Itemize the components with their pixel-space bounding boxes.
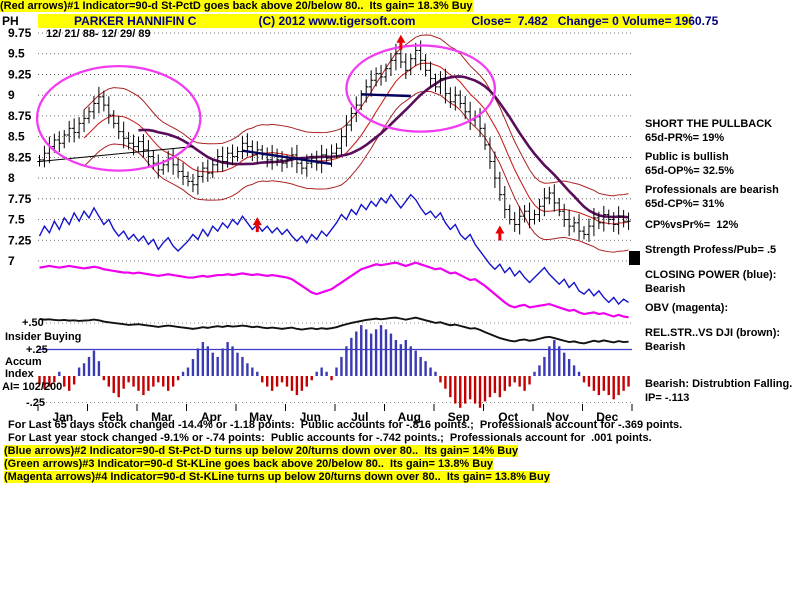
chart-end-marker <box>629 251 640 265</box>
analysis-line: Bearish <box>645 341 686 353</box>
copyright-text: (C) 2012 www.tigersoft.com <box>258 14 416 28</box>
y-axis-label: 8.5 <box>8 130 25 144</box>
analysis-line: Public is bullish <box>645 151 729 163</box>
month-label: Apr <box>201 410 222 424</box>
analysis-line: IP= -.113 <box>645 392 690 404</box>
analysis-line: 65d-CP%= 31% <box>645 198 725 210</box>
analysis-line: Strength Profess/Pub= .5 <box>645 244 777 256</box>
red-up-arrow <box>252 217 262 233</box>
analysis-line: CP%vsPr%= 12% <box>645 219 739 231</box>
analysis-line: SHORT THE PULLBACK <box>645 118 773 130</box>
y-axis-label: 7 <box>8 254 15 268</box>
y-axis-label: 7.5 <box>8 213 25 227</box>
y-axis-labels: 9.75 9.5 9.25 9 8.75 8.5 8.25 8 7.75 7.5 7.25 7 <box>8 26 32 268</box>
month-label: May <box>249 410 273 424</box>
y-axis-label: 9 <box>8 88 15 102</box>
footer-line-text: (Magenta arrows)#4 Indicator=90-d St-KLi… <box>4 471 550 483</box>
y-axis-label: 7.25 <box>8 233 32 247</box>
footer-annotations: For Last 65 days stock changed -14.4% or… <box>4 419 682 484</box>
month-label: Oct <box>498 410 518 424</box>
quote-summary: Close= 7.482 Change= 0 Volume= 1960.75 <box>471 14 719 28</box>
footer-line: (Green arrows)#3 Indicator=90-d St-KLine… <box>4 458 682 471</box>
analysis-line: CLOSING POWER (blue): <box>645 269 777 281</box>
month-label: Sep <box>448 410 470 424</box>
y-axis-label: 9.5 <box>8 47 25 61</box>
footer-line: (Blue arrows)#2 Indicator=90-d St-Pct-D … <box>4 445 682 458</box>
footer-line: For Last 65 days stock changed -14.4% or… <box>8 419 683 431</box>
analysis-line: Professionals are bearish <box>645 184 779 196</box>
y-axis-label: 9.75 <box>8 26 32 40</box>
y-axis-label: 8.25 <box>8 150 32 164</box>
closing-power-line <box>38 193 629 306</box>
annotation-ellipses <box>35 44 497 172</box>
month-label: Jun <box>300 410 321 424</box>
month-label: Jul <box>351 410 368 424</box>
accumulation-index-value: AI= 102/200 <box>2 381 63 393</box>
footer-line: For Last year stock changed -9.1% or -.7… <box>8 432 652 444</box>
footer-line: (Magenta arrows)#4 Indicator=90-d St-KLi… <box>4 471 682 484</box>
signal-ellipse <box>345 44 497 133</box>
red-buy-arrows <box>252 34 505 241</box>
insider-histogram <box>38 325 630 408</box>
insider-label-3: Index <box>5 368 34 380</box>
obv-line <box>39 261 629 319</box>
top-annotation-text: (Red arrows)#1 Indicator=90-d St-PctD go… <box>0 0 473 12</box>
ticker-symbol: PH <box>2 14 19 28</box>
hist-scale-plus50: +.50 <box>22 317 44 329</box>
title-bar: PARKER HANNIFIN C (C) 2012 www.tigersoft… <box>38 14 718 28</box>
hist-scale-plus25: +.25 <box>26 344 48 356</box>
month-label: Aug <box>398 410 421 424</box>
insider-label-2: Accum <box>5 356 42 368</box>
hist-scale-minus25: -.25 <box>26 397 45 409</box>
histogram-reference-lines <box>38 322 632 403</box>
insider-label-1: Insider Buying <box>5 331 82 343</box>
red-up-arrow <box>495 225 505 241</box>
y-axis-label: 7.75 <box>8 192 32 206</box>
month-label: Nov <box>546 410 569 424</box>
month-label: Mar <box>151 410 173 424</box>
month-label: Feb <box>102 410 123 424</box>
slow-ma-line <box>138 75 629 219</box>
analysis-line: OBV (magenta): <box>645 302 729 314</box>
stock-title: PARKER HANNIFIN C <box>74 14 197 28</box>
relative-strength-line <box>39 316 629 345</box>
date-range: 12/ 21/ 88- 12/ 29/ 89 <box>46 28 151 40</box>
candlestick-series <box>37 40 631 242</box>
top-annotation: (Red arrows)#1 Indicator=90-d St-PctD go… <box>0 0 473 12</box>
analysis-line: Bearish <box>645 283 686 295</box>
y-axis-label: 8 <box>8 171 15 185</box>
y-axis-label: 9.25 <box>8 67 32 81</box>
analysis-line: 65d-PR%= 19% <box>645 132 725 144</box>
footer-line-text: (Blue arrows)#2 Indicator=90-d St-Pct-D … <box>4 445 519 457</box>
analysis-line: REL.STR..VS DJI (brown): <box>645 327 781 339</box>
footer-line-text: (Green arrows)#3 Indicator=90-d St-KLine… <box>4 458 494 470</box>
analysis-line: Bearish: Distrubtion Falling. <box>645 378 793 390</box>
analysis-line: 65d-OP%= 32.5% <box>645 165 734 177</box>
signal-ellipse <box>35 65 202 172</box>
x-axis: Jan Feb Mar Apr May Jun Jul Aug Sep Oct Nov Dec <box>37 404 633 424</box>
y-axis-label: 8.75 <box>8 109 32 123</box>
trendlines <box>39 93 411 166</box>
analysis-panel: SHORT THE PULLBACK 65d-PR%= 19% Public is … <box>645 118 799 405</box>
month-label: Jan <box>52 410 73 424</box>
red-up-arrow <box>396 34 406 50</box>
month-label: Dec <box>596 410 618 424</box>
